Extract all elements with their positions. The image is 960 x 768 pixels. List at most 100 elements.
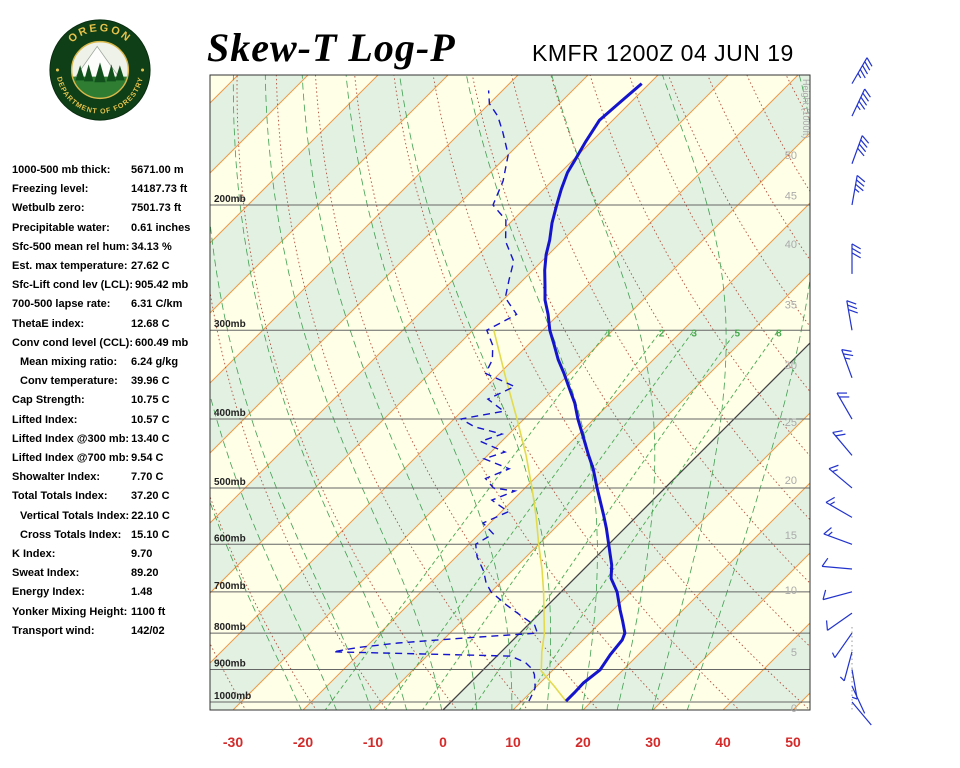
index-row: Freezing level: 14187.73 ft: [12, 180, 212, 199]
pressure-label: 700mb: [214, 581, 246, 592]
index-value: 7.70 C: [131, 471, 164, 484]
height-label: 15: [785, 530, 797, 542]
pressure-label: 400mb: [214, 408, 246, 419]
logo-scene: [71, 41, 129, 99]
temp-axis-label: 10: [505, 734, 521, 750]
index-value: 600.49 mb: [135, 336, 189, 349]
station-line: KMFR 1200Z 04 JUN 19: [532, 40, 794, 66]
index-label: Lifted Index @700 mb:: [12, 452, 130, 465]
temp-axis-label: 50: [785, 734, 801, 750]
mixing-ratio-label: 3: [691, 328, 697, 339]
pressure-label: 600mb: [214, 533, 246, 544]
index-value: 13.40 C: [131, 432, 170, 445]
index-label: K Index:: [12, 548, 56, 561]
index-label: Transport wind:: [12, 624, 95, 637]
pressure-label: 300mb: [214, 319, 246, 330]
mixing-ratio-label: 1: [606, 328, 612, 339]
index-value: 6.24 g/kg: [131, 356, 179, 369]
index-row: Lifted Index: 10.57 C: [12, 411, 212, 430]
index-label: Showalter Index:: [12, 471, 101, 484]
pressure-label: 200mb: [214, 194, 246, 205]
index-row: Conv cond level (CCL): 600.49 mb: [12, 334, 212, 353]
index-value: 39.96 C: [131, 375, 170, 388]
index-label: Cross Totals Index:: [20, 528, 122, 541]
index-row: Cap Strength: 10.75 C: [12, 391, 212, 410]
index-value: 9.70: [131, 548, 153, 561]
index-label: Total Totals Index:: [12, 490, 108, 503]
index-label: Yonker Mixing Height:: [12, 605, 128, 618]
height-axis-title: Height (1000ft): [801, 79, 811, 139]
height-label: 50: [785, 150, 797, 162]
index-row: Sweat Index: 89.20: [12, 564, 212, 583]
pressure-label: 900mb: [214, 658, 246, 669]
index-value: 905.42 mb: [135, 279, 189, 292]
index-row: Est. max temperature: 27.62 C: [12, 257, 212, 276]
index-row: Energy Index: 1.48: [12, 583, 212, 602]
index-row: Yonker Mixing Height: 1100 ft: [12, 603, 212, 622]
index-row: Conv temperature: 39.96 C: [12, 372, 212, 391]
mixing-ratio-label: 2: [659, 328, 665, 339]
index-row: Sfc-500 mean rel hum: 34.13 %: [12, 238, 212, 257]
height-label: 45: [785, 191, 797, 203]
indices-panel: 1000-500 mb thick: 5671.00 m Freezing leve…: [12, 161, 212, 641]
index-label: Sweat Index:: [12, 567, 80, 580]
index-row: Transport wind: 142/02: [12, 622, 212, 641]
index-label: Lifted Index:: [12, 413, 78, 426]
index-value: 1.48: [131, 586, 153, 599]
mixing-ratio-label: 8: [776, 328, 782, 339]
pressure-label: 1000mb: [214, 691, 251, 702]
index-value: 22.10 C: [131, 509, 170, 522]
height-label: 25: [785, 417, 797, 429]
index-row: Showalter Index: 7.70 C: [12, 468, 212, 487]
index-label: ThetaE index:: [12, 317, 85, 330]
index-value: 5671.00 m: [131, 164, 184, 176]
trees-icon: [75, 62, 125, 83]
height-label: 30: [785, 360, 797, 372]
height-label: 10: [785, 585, 797, 597]
index-label: 700-500 lapse rate:: [12, 298, 111, 311]
parcel-trace: [493, 330, 567, 702]
index-value: 10.57 C: [131, 413, 170, 426]
index-row: 1000-500 mb thick: 5671.00 m: [12, 161, 212, 180]
height-label: 0: [791, 703, 797, 715]
index-row: Wetbulb zero: 7501.73 ft: [12, 199, 212, 218]
temp-axis-label: -10: [363, 734, 383, 750]
height-label: 5: [791, 647, 797, 659]
plot-area: [210, 75, 810, 710]
index-row: K Index: 9.70: [12, 545, 212, 564]
wind-barbs: [821, 57, 873, 726]
index-value: 1100 ft: [131, 605, 166, 618]
height-label: 20: [785, 475, 797, 487]
index-label: Conv cond level (CCL):: [12, 336, 134, 349]
index-value: 6.31 C/km: [131, 298, 183, 311]
index-value: 34.13 %: [131, 240, 172, 253]
height-label: 40: [785, 239, 797, 251]
index-row: 700-500 lapse rate: 6.31 C/km: [12, 295, 212, 314]
index-row: Sfc-Lift cond lev (LCL): 905.42 mb: [12, 276, 212, 295]
index-label: Wetbulb zero:: [12, 202, 85, 215]
index-value: 37.20 C: [131, 490, 170, 503]
index-row: Lifted Index @300 mb: 13.40 C: [12, 430, 212, 449]
index-label: Conv temperature:: [20, 375, 118, 388]
index-label: Cap Strength:: [12, 394, 85, 407]
temp-axis-label: -30: [223, 734, 243, 750]
index-value: 27.62 C: [131, 260, 170, 273]
index-row: Vertical Totals Index: 22.10 C: [12, 507, 212, 526]
index-value: 9.54 C: [131, 452, 164, 465]
index-value: 142/02: [131, 624, 165, 637]
temp-axis-label: 20: [575, 734, 591, 750]
index-label: Sfc-Lift cond lev (LCL):: [12, 279, 133, 292]
index-value: 7501.73 ft: [131, 202, 182, 215]
pressure-label: 500mb: [214, 477, 246, 488]
index-row: Lifted Index @700 mb: 9.54 C: [12, 449, 212, 468]
index-label: Mean mixing ratio:: [20, 356, 118, 369]
index-label: Sfc-500 mean rel hum:: [12, 240, 130, 253]
odf-logo: OREGON DEPARTMENT OF FORESTRY: [49, 19, 151, 121]
index-row: Total Totals Index: 37.20 C: [12, 487, 212, 506]
index-label: Energy Index:: [12, 586, 85, 599]
pressure-label: 800mb: [214, 622, 246, 633]
index-value: 89.20: [131, 567, 159, 580]
page-title: Skew-T Log-P: [207, 25, 456, 70]
